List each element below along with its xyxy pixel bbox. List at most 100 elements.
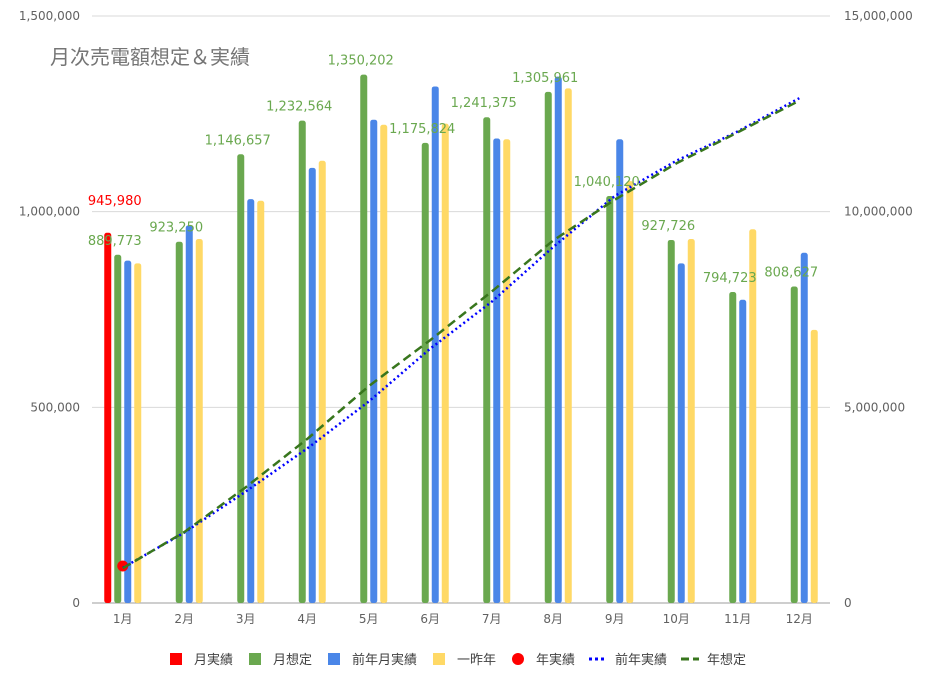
bar-前年月実績 — [431, 86, 439, 603]
y-right-tick-label: 0 — [844, 596, 852, 610]
legend-item: 年想定 — [681, 652, 746, 668]
y-left-tick-label: 1,000,000 — [19, 205, 80, 219]
bar-前年月実績 — [124, 260, 132, 603]
legend-item: 一昨年 — [433, 653, 496, 668]
x-tick-label: 11月 — [724, 612, 751, 626]
bar-月実績 — [104, 232, 112, 603]
bar-一昨年 — [503, 139, 511, 603]
legend-swatch — [512, 653, 524, 665]
bar-月想定 — [114, 254, 122, 603]
bar-前年月実績 — [677, 263, 685, 603]
legend-item: 年実績 — [512, 652, 575, 668]
bar-月想定 — [667, 239, 675, 603]
y-right-tick-label: 15,000,000 — [844, 9, 913, 23]
bar-前年月実績 — [739, 299, 747, 603]
bar-一昨年 — [810, 329, 818, 603]
legend: 月実績 月想定 前年月実績 一昨年 年実績 前年実績 年想定 — [170, 652, 746, 668]
bar-月想定 — [175, 241, 183, 604]
bar-一昨年 — [257, 200, 265, 603]
legend-swatch — [328, 653, 340, 665]
legend-swatch — [249, 653, 261, 665]
bar-月想定 — [360, 74, 368, 603]
legend-label: 一昨年 — [457, 653, 496, 668]
data-label: 923,250 — [149, 221, 203, 236]
y-right-tick-label: 10,000,000 — [844, 205, 913, 219]
x-tick-label: 6月 — [420, 612, 440, 626]
data-label: 945,980 — [88, 194, 142, 209]
x-tick-label: 1月 — [113, 612, 133, 626]
chart-title: 月次売電額想定＆実績 — [50, 45, 250, 69]
legend-swatch — [170, 653, 182, 665]
bar-前年月実績 — [493, 138, 501, 603]
line-series-layer — [117, 97, 800, 572]
line-年想定 — [122, 99, 800, 570]
bar-一昨年 — [749, 229, 757, 603]
x-tick-label: 10月 — [663, 612, 690, 626]
x-tick-label: 12月 — [786, 612, 813, 626]
legend-label: 年想定 — [707, 652, 746, 668]
bar-series-layer — [104, 74, 818, 604]
x-tick-label: 3月 — [236, 612, 256, 626]
data-label: 1,241,375 — [451, 96, 517, 111]
data-label: 1,232,564 — [266, 100, 332, 115]
bar-一昨年 — [626, 181, 634, 603]
bar-前年月実績 — [247, 199, 255, 604]
bar-前年月実績 — [308, 167, 316, 603]
y-right-tick-label: 5,000,000 — [844, 400, 905, 414]
legend-label: 月実績 — [194, 652, 233, 668]
bar-一昨年 — [564, 88, 572, 603]
legend-item: 前年月実績 — [328, 652, 417, 668]
x-tick-label: 7月 — [482, 612, 502, 626]
bar-前年月実績 — [370, 119, 378, 603]
x-tick-label: 2月 — [174, 612, 194, 626]
line-marker-年実績 — [117, 560, 129, 572]
bar-一昨年 — [134, 263, 142, 603]
x-tick-label: 9月 — [605, 612, 625, 626]
y-left-tick-label: 500,000 — [30, 400, 80, 414]
data-label: 1,146,657 — [205, 133, 271, 148]
legend-item: 前年実績 — [589, 652, 667, 668]
legend-item: 月実績 — [170, 652, 233, 668]
legend-label: 前年月実績 — [352, 652, 417, 668]
x-tick-label: 5月 — [359, 612, 379, 626]
legend-label: 前年実績 — [615, 652, 667, 668]
data-label: 927,726 — [641, 219, 695, 234]
bar-月想定 — [606, 195, 614, 603]
data-label: 1,305,961 — [512, 71, 578, 86]
line-前年実績 — [122, 97, 800, 569]
bar-一昨年 — [195, 239, 203, 603]
bar-月想定 — [483, 117, 491, 603]
data-label: 889,773 — [88, 234, 142, 249]
bar-前年月実績 — [554, 76, 562, 603]
data-label: 808,627 — [764, 266, 818, 281]
bar-月想定 — [298, 120, 306, 604]
x-tick-label: 4月 — [297, 612, 317, 626]
bar-一昨年 — [380, 124, 388, 604]
bar-一昨年 — [318, 160, 326, 603]
y-left-tick-label: 0 — [72, 596, 80, 610]
data-labels-layer: 945,980 889,773 923,250 1,146,657 1,232,564 1… — [88, 54, 818, 286]
bar-前年月実績 — [616, 139, 624, 603]
legend-item: 月想定 — [249, 652, 312, 668]
axes: 0 500,000 1,000,000 1,500,000 0 5,000,000 10,0… — [19, 9, 913, 626]
legend-label: 年実績 — [536, 652, 575, 668]
legend-swatch — [433, 653, 445, 665]
x-tick-label: 8月 — [543, 612, 563, 626]
legend-label: 月想定 — [273, 652, 312, 668]
gridlines — [92, 15, 830, 604]
data-label: 1,040,120 — [574, 175, 640, 190]
bar-月想定 — [421, 142, 429, 603]
bar-一昨年 — [687, 239, 695, 603]
bar-月想定 — [790, 286, 798, 603]
bar-月想定 — [544, 91, 552, 603]
bar-月想定 — [729, 291, 737, 603]
bar-前年月実績 — [800, 252, 808, 604]
data-label: 1,350,202 — [328, 54, 394, 69]
y-left-tick-label: 1,500,000 — [19, 9, 80, 23]
bar-前年月実績 — [185, 225, 193, 603]
bar-月想定 — [237, 154, 245, 603]
data-label: 1,175,824 — [389, 122, 455, 137]
bar-一昨年 — [441, 123, 449, 603]
